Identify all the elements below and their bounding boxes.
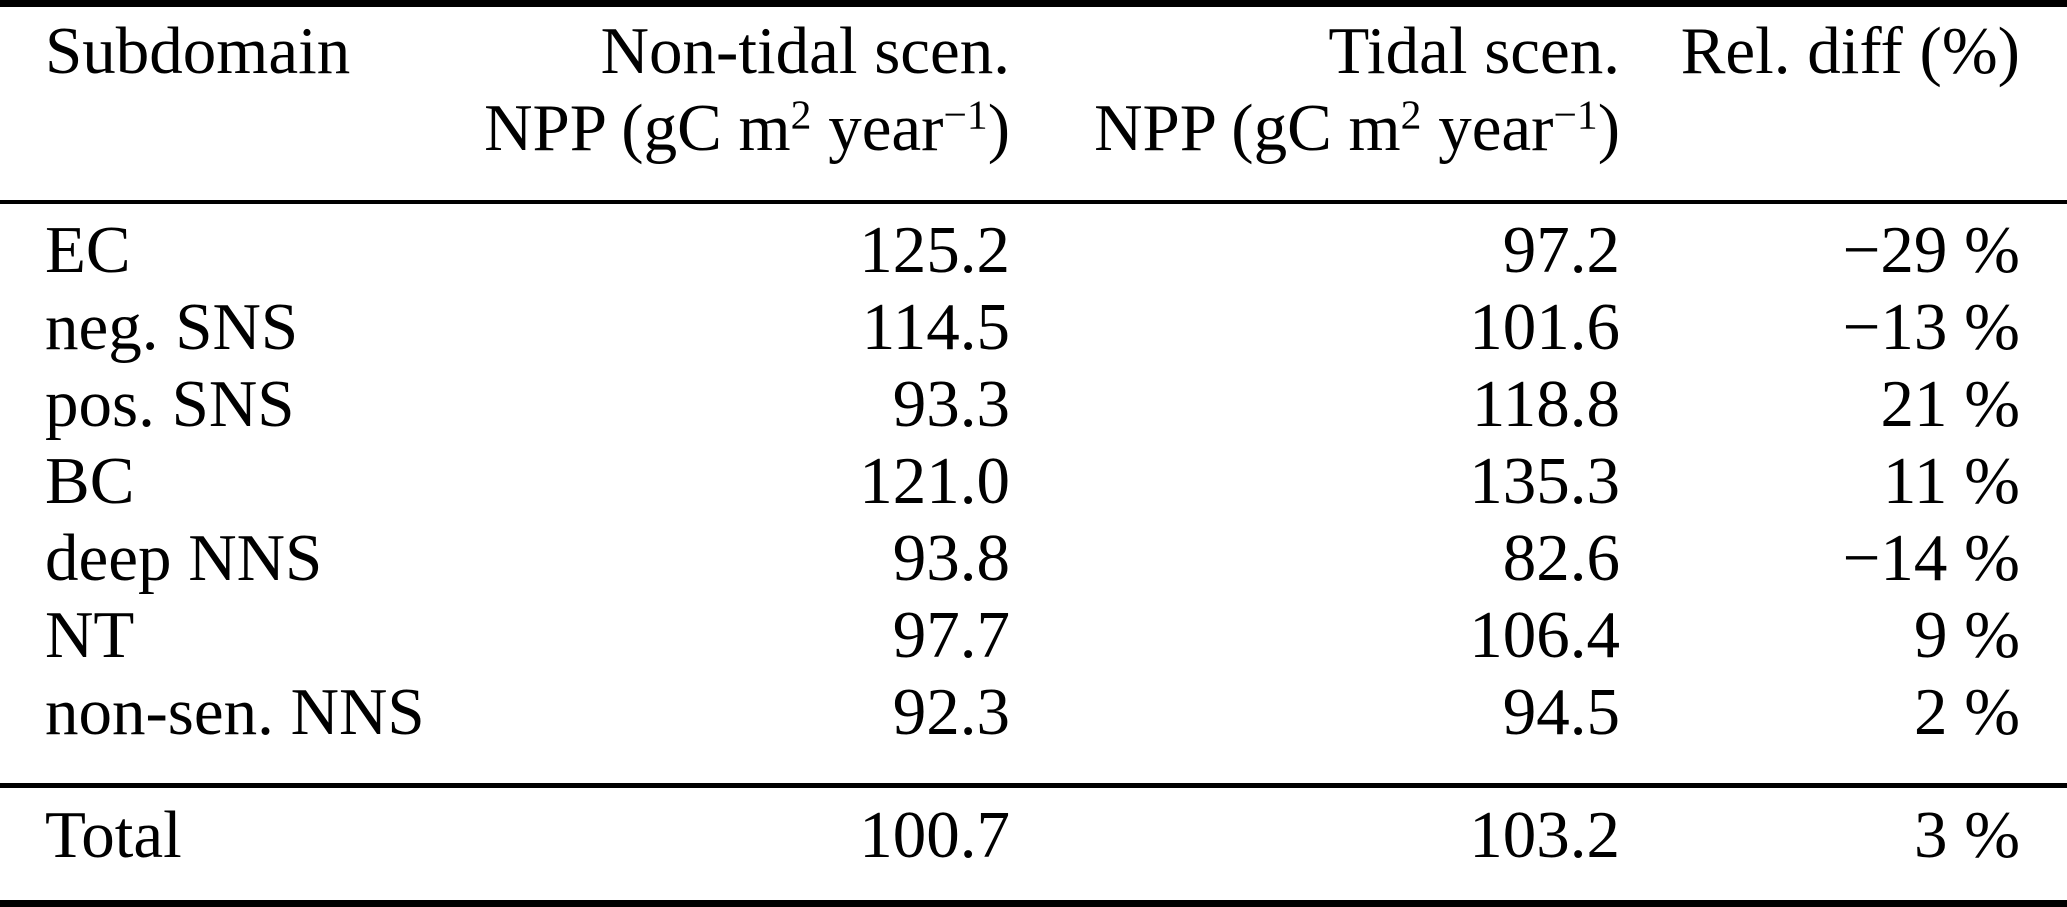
tidal-value: 106.4 xyxy=(1469,598,1620,672)
table-bottom-rule xyxy=(0,900,2067,907)
column-header-label: Tidal scen. xyxy=(1328,14,1620,88)
unit-text: ) xyxy=(1597,91,1620,165)
table-top-rule xyxy=(0,0,2067,7)
non-tidal-value: 114.5 xyxy=(861,290,1010,364)
header-separator-rule xyxy=(0,200,2067,204)
subdomain-cell: Total xyxy=(45,798,182,872)
table-total-row: Total 100.7 103.2 3 % xyxy=(0,797,2067,874)
table-header: Subdomain Non-tidal scen. NPP (gC m2 yea… xyxy=(0,13,2067,167)
rel-diff-value: −14 % xyxy=(1842,521,2020,595)
column-header-label: Subdomain xyxy=(45,14,351,88)
unit-text: year xyxy=(811,91,944,165)
rel-diff-value: −13 % xyxy=(1842,290,2020,364)
non-tidal-value: 93.3 xyxy=(892,367,1010,441)
column-header-label: Rel. diff (%) xyxy=(1680,14,2020,88)
unit-superscript: −1 xyxy=(1553,91,1598,138)
unit-text: NPP (gC m xyxy=(484,91,791,165)
rel-diff-value: 9 % xyxy=(1913,598,2020,672)
unit-superscript: 2 xyxy=(1400,91,1422,138)
unit-superscript: 2 xyxy=(790,91,812,138)
subdomain-cell: pos. SNS xyxy=(45,367,295,441)
unit-superscript: −1 xyxy=(943,91,988,138)
total-separator-rule xyxy=(0,783,2067,788)
tidal-value: 82.6 xyxy=(1502,521,1620,595)
tidal-value: 103.2 xyxy=(1469,798,1620,872)
rel-diff-value: 11 % xyxy=(1882,444,2020,518)
unit-text: ) xyxy=(987,91,1010,165)
tidal-value: 97.2 xyxy=(1502,213,1620,287)
tidal-value: 135.3 xyxy=(1469,444,1620,518)
column-header-tidal: Tidal scen. NPP (gC m2 year−1) xyxy=(1010,13,1620,167)
non-tidal-value: 97.7 xyxy=(892,598,1010,672)
non-tidal-value: 92.3 xyxy=(892,675,1010,749)
column-header-non-tidal: Non-tidal scen. NPP (gC m2 year−1) xyxy=(460,13,1010,167)
rel-diff-value: −29 % xyxy=(1842,213,2020,287)
column-header-unit: NPP (gC m2 year−1) xyxy=(460,90,1010,167)
non-tidal-value: 93.8 xyxy=(892,521,1010,595)
table-body: EC 125.2 97.2 −29 % neg. SNS 114.5 101.6… xyxy=(0,212,2067,751)
unit-text: year xyxy=(1421,91,1554,165)
subdomain-cell: deep NNS xyxy=(45,521,323,595)
column-header-unit: NPP (gC m2 year−1) xyxy=(1010,90,1620,167)
non-tidal-value: 125.2 xyxy=(859,213,1010,287)
rel-diff-value: 3 % xyxy=(1913,798,2020,872)
tidal-value: 94.5 xyxy=(1502,675,1620,749)
rel-diff-value: 21 % xyxy=(1880,367,2020,441)
rel-diff-value: 2 % xyxy=(1913,675,2020,749)
subdomain-cell: NT xyxy=(45,598,135,672)
tidal-value: 118.8 xyxy=(1471,367,1620,441)
unit-text: NPP (gC m xyxy=(1094,91,1401,165)
subdomain-cell: BC xyxy=(45,444,135,518)
subdomain-cell: neg. SNS xyxy=(45,290,299,364)
column-header-subdomain: Subdomain xyxy=(0,13,460,167)
column-header-label: Non-tidal scen. xyxy=(600,14,1010,88)
non-tidal-value: 100.7 xyxy=(859,798,1010,872)
non-tidal-value: 121.0 xyxy=(859,444,1010,518)
subdomain-cell: EC xyxy=(45,213,131,287)
subdomain-cell: non-sen. NNS xyxy=(45,675,425,749)
column-header-rel-diff: Rel. diff (%) xyxy=(1620,13,2067,167)
tidal-value: 101.6 xyxy=(1469,290,1620,364)
